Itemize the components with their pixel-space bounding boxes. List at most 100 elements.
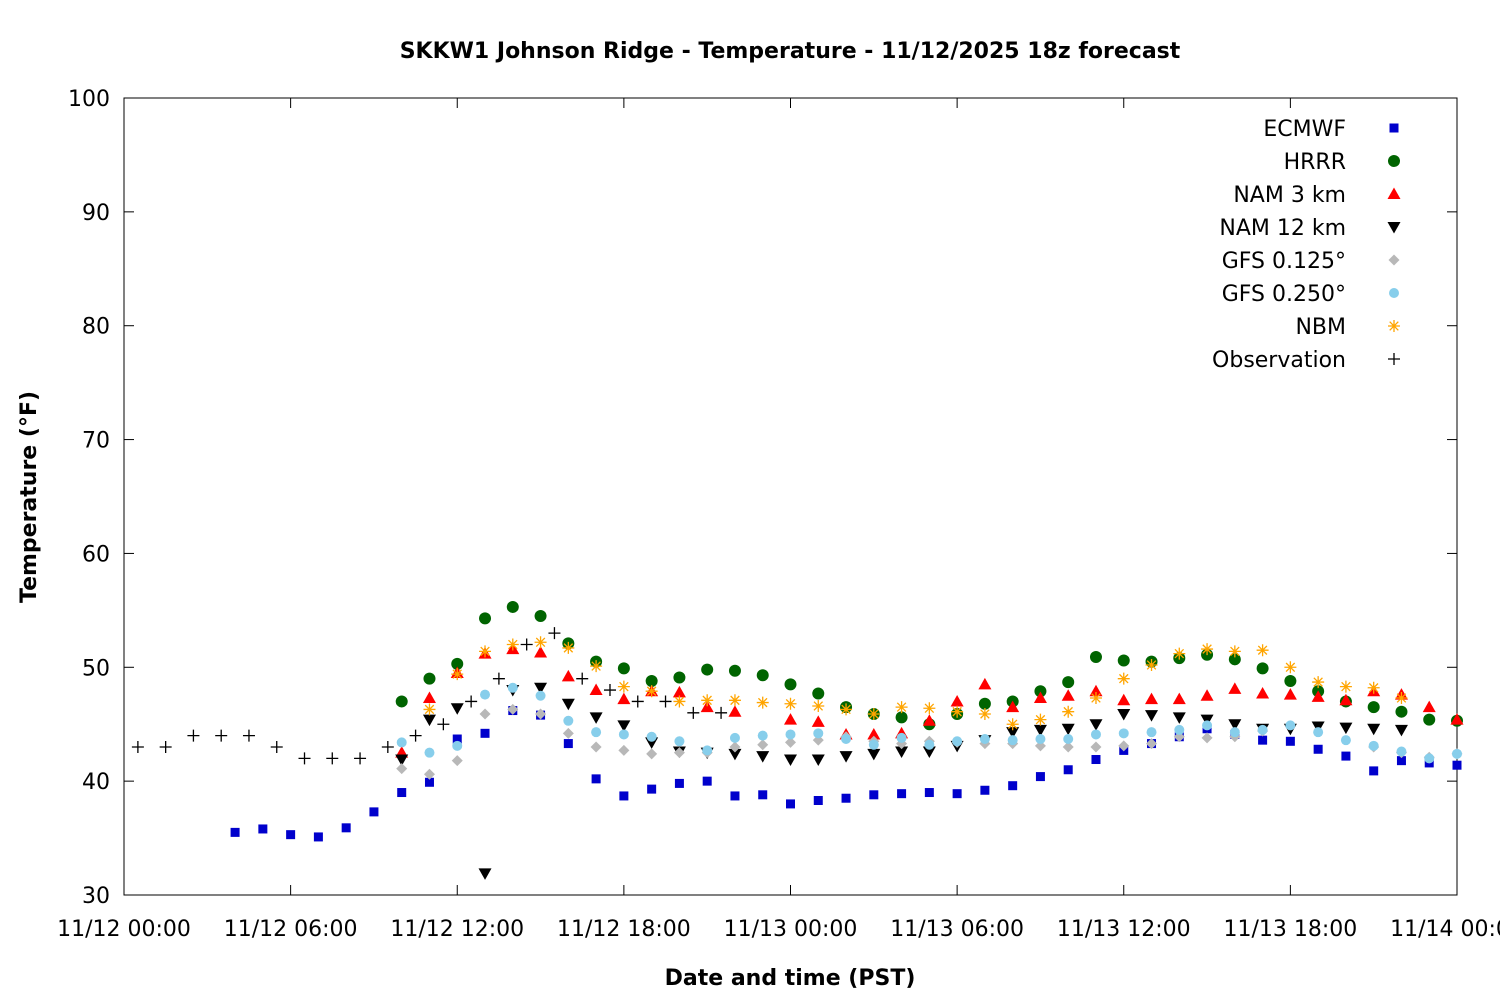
data-point-hrrr [673, 671, 686, 684]
legend-marker-ecmwf [1389, 123, 1399, 133]
data-point-nam-3-km [1339, 693, 1353, 706]
data-point-nbm [895, 701, 908, 714]
legend-label-hrrr: HRRR [1284, 150, 1346, 175]
data-point-observation [409, 729, 422, 742]
data-point-nbm [1312, 676, 1325, 689]
y-tick-label: 60 [82, 542, 110, 567]
data-point-gfs-0-250 [535, 690, 546, 701]
data-point-hrrr [479, 612, 492, 625]
data-point-gfs-0-125 [423, 768, 435, 780]
data-point-hrrr [812, 687, 825, 700]
data-point-nbm [840, 703, 853, 716]
data-point-nbm [562, 641, 575, 654]
data-point-observation [520, 638, 533, 651]
data-point-nam-12-km [617, 720, 631, 732]
data-point-ecmwf [702, 776, 712, 786]
data-point-gfs-0-125 [673, 747, 685, 759]
data-point-gfs-0-125 [1118, 740, 1130, 752]
data-point-observation [131, 740, 144, 753]
data-point-ecmwf [424, 777, 434, 787]
data-point-hrrr [895, 711, 908, 724]
y-axis-label: Temperature (°F) [17, 391, 42, 603]
data-point-gfs-0-250 [1396, 746, 1407, 757]
data-points [131, 600, 1464, 880]
data-point-hrrr [1034, 685, 1047, 698]
data-point-observation [187, 729, 200, 742]
data-point-nbm [951, 705, 964, 718]
data-point-ecmwf [1063, 765, 1073, 775]
legend-marker-observation [1388, 353, 1400, 365]
data-point-gfs-0-250 [452, 740, 463, 751]
data-point-observation [354, 752, 367, 765]
data-point-nbm [978, 707, 991, 720]
data-point-nam-3-km [422, 691, 436, 704]
data-point-hrrr [978, 697, 991, 710]
legend-marker-hrrr [1388, 155, 1400, 167]
data-point-hrrr [1089, 651, 1102, 664]
data-point-hrrr [645, 674, 658, 687]
x-axis: 11/12 00:00 11/12 06:00 11/12 12:00 11/12 1… [57, 98, 1500, 942]
y-tick-label: 30 [82, 884, 110, 909]
series-observation [131, 627, 728, 765]
data-point-nam-3-km [1033, 691, 1047, 704]
data-point-ecmwf [313, 832, 323, 842]
data-point-ecmwf [1008, 781, 1018, 791]
data-point-ecmwf [674, 778, 684, 788]
legend: ECMWF HRRR NAM 3 km NAM 12 km GFS 0.125° GFS … [1212, 117, 1401, 373]
legend-label-observation: Observation [1212, 348, 1346, 373]
data-point-hrrr [1256, 662, 1269, 675]
data-point-nbm [1145, 659, 1158, 672]
data-point-nam-3-km [784, 713, 797, 725]
x-tick-label: 11/13 18:00 [1223, 917, 1357, 942]
data-point-observation [631, 695, 644, 708]
data-point-gfs-0-250 [618, 729, 629, 740]
data-point-ecmwf [730, 791, 740, 801]
data-point-nbm [534, 636, 547, 649]
data-point-ecmwf [397, 788, 407, 798]
data-point-ecmwf [813, 795, 823, 805]
data-point-gfs-0-250 [1340, 735, 1351, 746]
data-point-observation [437, 718, 450, 731]
data-point-gfs-0-250 [480, 689, 491, 700]
data-point-gfs-0-125 [535, 708, 547, 720]
legend-marker-gfs-0-250 [1389, 288, 1399, 298]
data-point-ecmwf [341, 823, 351, 833]
x-tick-label: 11/12 12:00 [390, 917, 524, 942]
data-point-nbm [1228, 645, 1241, 658]
data-point-gfs-0-125 [618, 744, 630, 756]
data-point-gfs-0-250 [757, 730, 768, 741]
data-point-gfs-0-125 [479, 708, 491, 720]
x-tick-label: 11/13 00:00 [724, 917, 858, 942]
data-point-nbm [1062, 705, 1075, 718]
data-point-nbm [1256, 644, 1269, 657]
data-point-nam-12-km [922, 746, 936, 759]
data-point-gfs-0-250 [868, 739, 879, 750]
data-point-gfs-0-250 [424, 747, 435, 758]
data-point-nbm [784, 697, 797, 710]
data-point-nam-3-km [922, 714, 936, 726]
data-point-nbm [1339, 680, 1352, 693]
x-tick-label: 11/13 12:00 [1057, 917, 1191, 942]
data-point-nam-12-km [756, 751, 770, 763]
data-point-ecmwf [452, 734, 462, 744]
data-point-gfs-0-250 [1424, 753, 1435, 764]
data-point-nbm [645, 685, 658, 698]
data-point-ecmwf [1341, 751, 1351, 761]
data-point-nam-12-km [478, 868, 492, 880]
data-point-nbm [590, 660, 603, 673]
data-point-gfs-0-125 [646, 748, 658, 760]
data-point-nam-3-km [1200, 689, 1214, 701]
data-point-gfs-0-250 [1118, 728, 1129, 739]
legend-label-nbm: NBM [1295, 315, 1346, 340]
data-point-gfs-0-250 [979, 734, 990, 745]
data-point-gfs-0-250 [841, 734, 852, 745]
data-point-gfs-0-250 [1229, 727, 1240, 738]
legend-marker-nam-3-km [1387, 187, 1401, 199]
data-point-gfs-0-250 [924, 739, 935, 750]
x-tick-label: 11/12 18:00 [557, 917, 691, 942]
data-point-gfs-0-250 [1452, 748, 1462, 759]
data-point-observation [159, 740, 172, 753]
data-point-gfs-0-125 [562, 727, 574, 739]
x-tick-label: 11/12 00:00 [57, 917, 191, 942]
data-point-hrrr [506, 600, 519, 613]
